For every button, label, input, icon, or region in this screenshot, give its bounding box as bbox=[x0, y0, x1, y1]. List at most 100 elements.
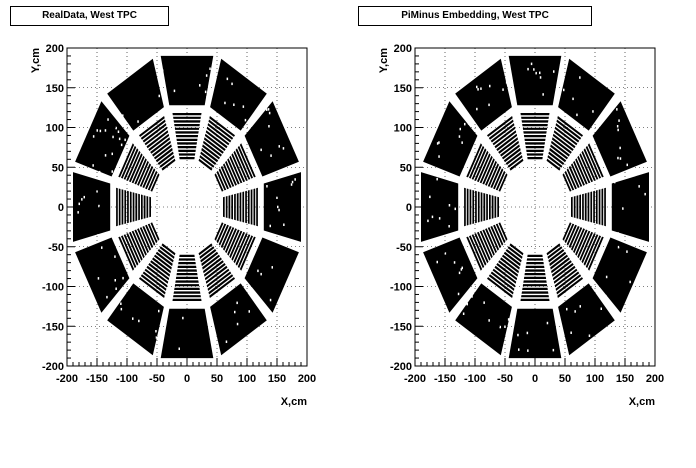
speckle bbox=[104, 154, 107, 157]
speckle bbox=[471, 295, 473, 298]
speckle bbox=[644, 192, 646, 196]
speckle bbox=[173, 89, 176, 93]
inner-pad-row bbox=[116, 187, 118, 227]
speckle bbox=[566, 307, 568, 311]
inner-pad-row bbox=[202, 254, 220, 270]
speckle bbox=[120, 302, 122, 305]
speckle bbox=[448, 204, 451, 207]
inner-pad-row bbox=[157, 151, 174, 165]
speckle bbox=[512, 101, 515, 104]
inner-pad-row bbox=[595, 190, 598, 224]
speckle bbox=[570, 331, 572, 334]
inner-pad-row bbox=[233, 150, 248, 181]
speckle bbox=[96, 190, 98, 193]
speckle bbox=[124, 287, 126, 290]
inner-pad-row bbox=[474, 233, 489, 264]
inner-pad-row bbox=[507, 155, 523, 168]
inner-pad-row bbox=[587, 143, 604, 178]
speckle bbox=[97, 234, 99, 237]
inner-pad-row bbox=[207, 271, 232, 291]
inner-pad-row bbox=[150, 137, 170, 154]
inner-pad-row bbox=[577, 230, 591, 259]
inner-pad-row bbox=[556, 274, 582, 295]
inner-pad-row bbox=[564, 170, 575, 191]
speckle bbox=[470, 122, 473, 126]
speckle bbox=[438, 155, 440, 158]
inner-pad-row bbox=[208, 274, 234, 295]
inner-pad-row bbox=[147, 223, 158, 244]
inner-pad-row bbox=[204, 260, 224, 277]
inner-pad-row bbox=[474, 150, 489, 181]
inner-pad-row bbox=[479, 230, 493, 259]
speckle bbox=[269, 298, 272, 302]
inner-pad-row bbox=[204, 137, 224, 154]
inner-pad-row bbox=[527, 157, 543, 160]
inner-pad-row bbox=[137, 228, 149, 254]
inner-pad-row bbox=[523, 280, 547, 283]
speckle bbox=[476, 284, 479, 288]
y-tick-label: 150 bbox=[394, 83, 412, 95]
speckle bbox=[539, 76, 542, 79]
inner-pad-row bbox=[204, 263, 226, 281]
y-tick-label: -200 bbox=[42, 361, 64, 373]
y-tick-label: 200 bbox=[394, 43, 412, 55]
speckle bbox=[488, 319, 490, 322]
inner-pad-row bbox=[477, 231, 491, 261]
speckle bbox=[120, 143, 123, 147]
y-tick-label: -50 bbox=[48, 242, 64, 254]
speckle bbox=[488, 103, 490, 107]
inner-pad-row bbox=[121, 235, 137, 269]
speckle bbox=[563, 88, 565, 92]
speckle bbox=[155, 336, 158, 339]
speckle bbox=[457, 292, 460, 296]
inner-pad-row bbox=[227, 158, 240, 185]
inner-pad-row bbox=[583, 234, 599, 266]
realdata-tpc-hit-map: -200 -150 -100 -50 0 50 100 150 200-200-150-100-… bbox=[30, 43, 316, 408]
outer-sector bbox=[423, 101, 478, 177]
inner-pad-row bbox=[235, 234, 251, 266]
inner-pad-row bbox=[154, 144, 172, 160]
inner-pad-row bbox=[140, 274, 166, 295]
speckle bbox=[605, 275, 608, 279]
speckle bbox=[266, 185, 268, 188]
speckle bbox=[527, 67, 529, 71]
outer-sector bbox=[75, 237, 130, 313]
y-tick-label: -50 bbox=[396, 242, 412, 254]
speckle bbox=[629, 280, 631, 284]
speckle bbox=[155, 330, 157, 333]
speckle bbox=[81, 198, 83, 201]
inner-pad-row bbox=[480, 192, 483, 222]
inner-pad-row bbox=[150, 260, 170, 277]
inner-pad-row bbox=[582, 193, 584, 221]
x-tick-label: -100 bbox=[116, 373, 138, 385]
left-chart-panel: RealData, West TPC -200 -150 -100 -50 0 50 100… bbox=[0, 0, 348, 420]
inner-pad-row bbox=[131, 155, 145, 184]
inner-pad-row bbox=[487, 163, 499, 187]
inner-pad-row bbox=[132, 192, 135, 222]
speckle bbox=[204, 90, 207, 94]
outer-sector bbox=[508, 308, 562, 359]
speckle bbox=[269, 224, 271, 228]
inner-pad-row bbox=[522, 284, 548, 287]
inner-pad-row bbox=[143, 195, 146, 219]
inner-pad-row bbox=[557, 116, 583, 137]
inner-pad-row bbox=[203, 257, 222, 274]
inner-pad-row bbox=[577, 155, 591, 184]
inner-pad-row bbox=[509, 158, 524, 171]
inner-pad-row bbox=[231, 194, 233, 220]
inner-pad-row bbox=[485, 160, 497, 186]
speckle bbox=[526, 331, 529, 335]
outer-sector bbox=[558, 58, 615, 131]
inner-pad-row bbox=[509, 243, 524, 256]
inner-pad-row bbox=[176, 138, 198, 141]
inner-pad-row bbox=[490, 271, 515, 291]
outer-sector bbox=[210, 283, 267, 356]
speckle bbox=[617, 232, 619, 235]
y-tick-label: 100 bbox=[394, 123, 412, 135]
speckle bbox=[268, 125, 270, 128]
speckle bbox=[114, 255, 116, 258]
speckle bbox=[115, 287, 117, 290]
speckle bbox=[115, 126, 117, 130]
inner-pad-row bbox=[575, 158, 588, 185]
speckle bbox=[499, 325, 501, 329]
